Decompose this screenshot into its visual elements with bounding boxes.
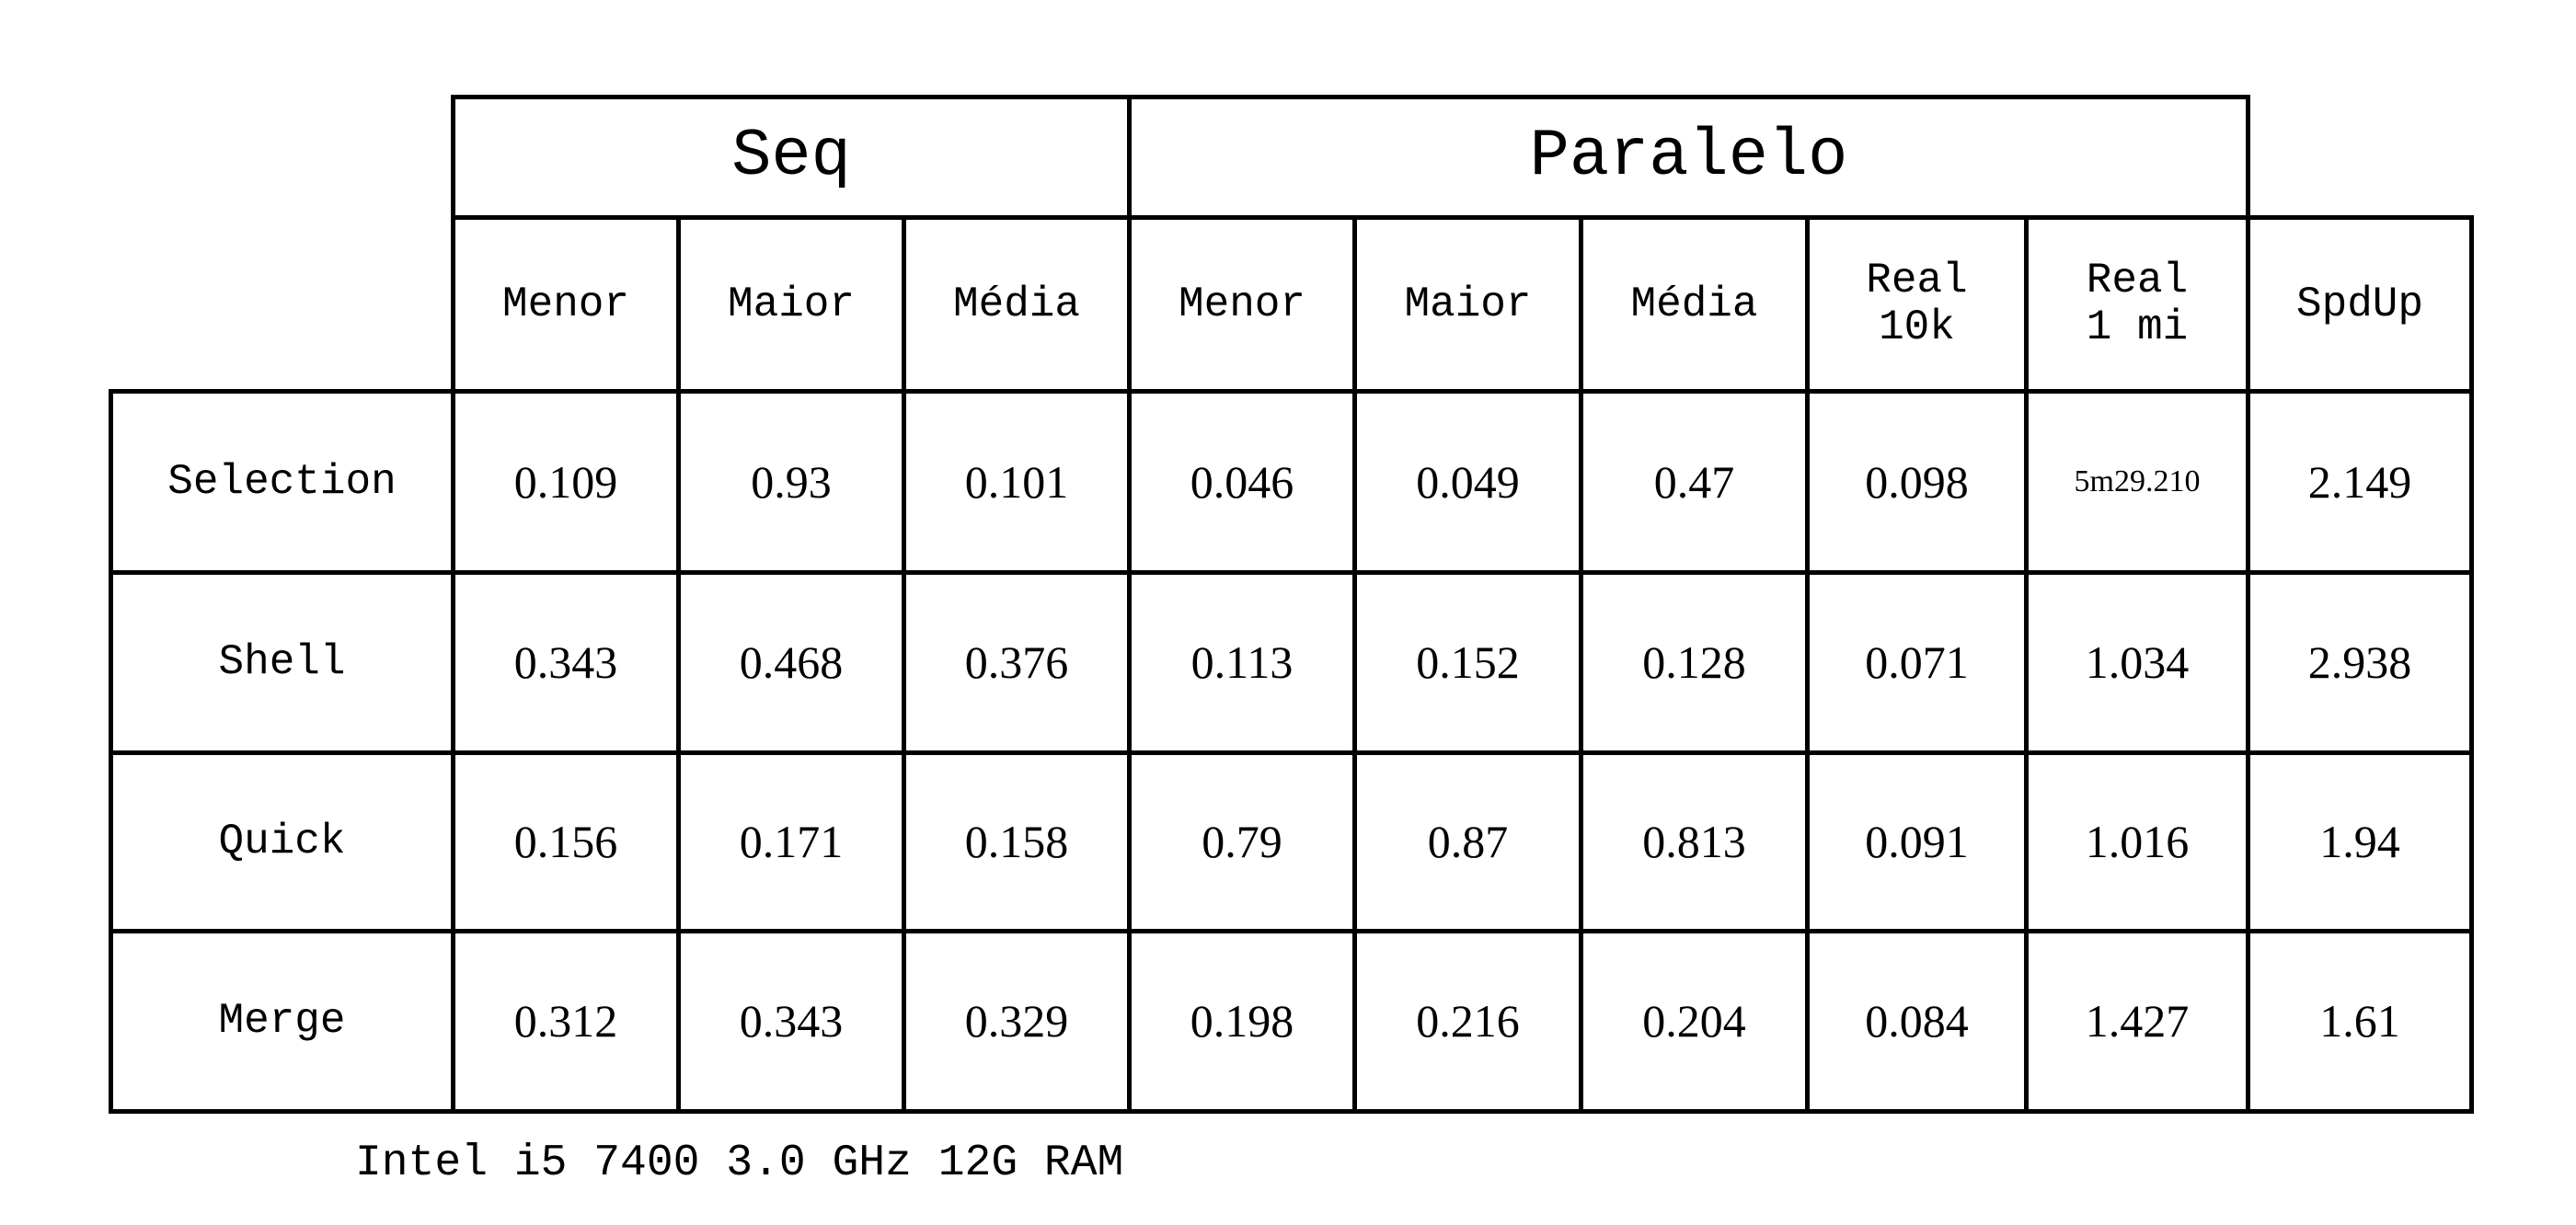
table-border-col	[1352, 215, 1357, 1114]
table-cell: 0.091	[1865, 816, 1969, 867]
table-cell: 1.034	[2085, 636, 2190, 688]
table-cell: 0.343	[513, 636, 618, 688]
table-border-col	[2246, 95, 2250, 1114]
table-border-col	[1579, 215, 1583, 1114]
row-header: Merge	[218, 997, 346, 1046]
table-cell: 0.216	[1416, 995, 1520, 1047]
hardware-note: Intel i5 7400 3.0 GHz 12G RAM	[355, 1139, 1124, 1188]
row-header: Quick	[218, 818, 346, 866]
row-header: Shell	[218, 638, 346, 687]
table-border-col	[1127, 95, 1132, 1114]
table-cell: 0.046	[1190, 455, 1294, 508]
table-cell: 0.158	[964, 816, 1069, 867]
table-cell: 1.016	[2085, 816, 2190, 867]
column-header: Real 1 mi	[2086, 257, 2189, 351]
table-cell: 0.343	[739, 995, 844, 1047]
table-cell: 0.198	[1190, 995, 1294, 1047]
table-cell: 0.329	[964, 995, 1069, 1047]
column-header: Média	[952, 280, 1081, 328]
table-border-row	[109, 1109, 2474, 1114]
column-header: SpdUp	[2295, 280, 2424, 328]
table-cell: 0.468	[739, 636, 844, 688]
table-border-row	[109, 929, 2474, 933]
table-cell: 0.071	[1865, 636, 1969, 688]
table-cell: 0.813	[1642, 816, 1746, 867]
table-cell: 0.47	[1653, 455, 1735, 508]
table-cell: 0.049	[1416, 455, 1520, 508]
table-border-col	[451, 95, 455, 1114]
table-cell: 5m29.210	[2074, 464, 2201, 499]
column-header: Real 10k	[1866, 257, 1968, 351]
group-header-paralelo: Paralelo	[1529, 119, 1848, 195]
table-cell: 2.938	[2307, 636, 2412, 688]
table-border-header	[109, 389, 2474, 394]
group-header-seq: Seq	[731, 119, 851, 195]
table-cell: 0.113	[1190, 636, 1294, 688]
table-cell: 0.101	[964, 455, 1069, 508]
table-cell: 0.93	[751, 455, 832, 508]
table-cell: 0.376	[964, 636, 1069, 688]
column-header: Maior	[1404, 280, 1532, 328]
table-cell: 2.149	[2307, 455, 2412, 508]
table-cell: 0.204	[1642, 995, 1746, 1047]
table-cell: 0.152	[1416, 636, 1520, 688]
column-header: Média	[1630, 280, 1758, 328]
table-cell: 1.61	[2319, 995, 2400, 1047]
column-header: Menor	[1178, 280, 1306, 328]
table-cell: 0.87	[1427, 816, 1509, 867]
table-cell: 1.94	[2319, 816, 2400, 867]
table-border-row	[109, 750, 2474, 755]
table-border-right	[2469, 215, 2474, 1114]
column-header: Maior	[727, 280, 856, 328]
table-border-left	[109, 389, 113, 1114]
table-cell: 0.312	[513, 995, 618, 1047]
table-cell: 1.427	[2085, 995, 2190, 1047]
table-cell: 0.128	[1642, 636, 1746, 688]
table-border-col	[902, 215, 906, 1114]
table-cell: 0.156	[513, 816, 618, 867]
table-cell: 0.171	[739, 816, 844, 867]
table-border-col	[2024, 215, 2029, 1114]
row-header: Selection	[167, 457, 397, 506]
table-border-group	[451, 215, 2474, 220]
table-border-col	[676, 215, 681, 1114]
table-border-col	[1805, 215, 1810, 1114]
table-cell: 0.79	[1202, 816, 1282, 867]
table-border-row	[109, 570, 2474, 575]
table-cell: 0.084	[1865, 995, 1969, 1047]
table-border-top	[451, 95, 2250, 99]
table-cell: 0.109	[513, 455, 618, 508]
table-cell: 0.098	[1865, 455, 1969, 508]
column-header: Menor	[501, 280, 630, 328]
